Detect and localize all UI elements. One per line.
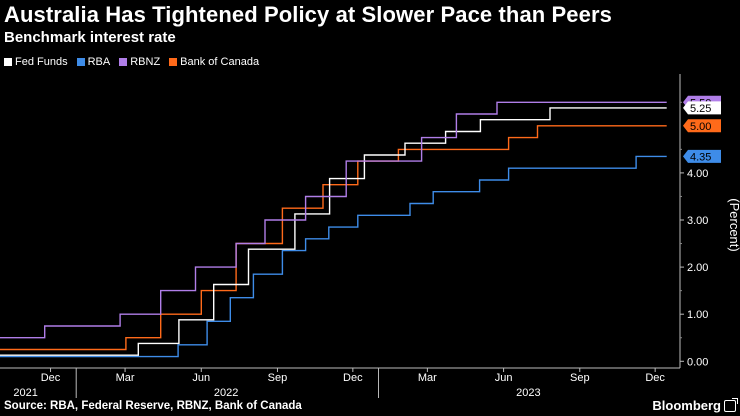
x-tick-label: Mar [116,372,135,384]
x-tick-label: Dec [343,372,363,384]
legend-item-rba[interactable]: RBA [76,56,111,68]
bloomberg-logo: Bloomberg [652,397,738,413]
series-line-rbnz [0,101,667,339]
y-tick-label: 1.00 [687,309,708,321]
legend-swatch-bank-of-canada [169,58,178,66]
end-tag-rba [683,149,721,163]
y-tick-label: 0.00 [687,356,708,368]
y-tick-label: 3.00 [687,215,708,227]
legend-label-rbnz: RBNZ [130,56,161,68]
end-tag-label: 5.00 [690,121,711,133]
legend-item-rbnz[interactable]: RBNZ [119,56,160,68]
x-tick-label: Sep [268,372,288,384]
x-year-label: 2023 [516,387,540,399]
x-year-label: 2021 [13,387,37,399]
end-tag-label: 5.25 [690,103,711,115]
y-tick-label: 2.00 [687,262,708,274]
end-tag-label: 4.35 [690,151,711,163]
series-line-bank-of-canada [0,125,667,351]
y-tick-label: 4.00 [687,168,708,180]
legend-swatch-rba [76,58,85,66]
chart-subtitle: Benchmark interest rate [4,29,176,46]
y-axis-title: (Percent) [727,198,740,251]
series-line-fed-funds [0,107,667,356]
expand-icon[interactable] [724,397,738,412]
chart-title: Australia Has Tightened Policy at Slower… [4,2,612,27]
x-tick-label: Dec [645,372,665,384]
x-tick-label: Sep [570,372,590,384]
bloomberg-wordmark: Bloomberg [652,398,721,413]
legend-label-bank-of-canada: Bank of Canada [180,56,260,68]
x-tick-label: Dec [41,372,61,384]
x-year-label: 2022 [214,387,238,399]
legend-item-fed-funds[interactable]: Fed Funds [4,56,68,68]
legend-swatch-rbnz [119,58,128,66]
legend-item-bank-of-canada[interactable]: Bank of Canada [169,56,259,68]
legend-swatch-fed-funds [4,58,12,66]
legend-label-rba: RBA [87,56,111,68]
x-tick-label: Jun [192,372,210,384]
legend-label-fed-funds: Fed Funds [15,56,68,68]
series-line-rba [0,155,667,358]
x-tick-label: Mar [418,372,437,384]
end-tag-fed-funds [683,101,721,115]
legend: Fed Funds RBA RBNZ Bank of Canada [4,56,259,68]
x-tick-label: Jun [495,372,513,384]
end-tag-bank-of-canada [683,119,721,133]
source-note: Source: RBA, Federal Reserve, RBNZ, Bank… [4,400,302,412]
